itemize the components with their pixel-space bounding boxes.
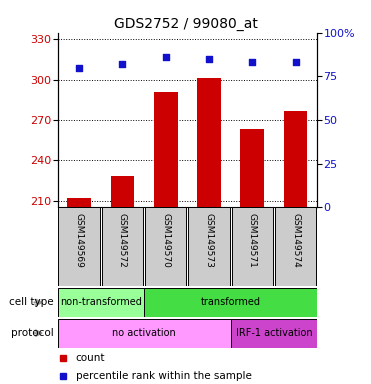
Bar — [240, 129, 264, 207]
Text: GSM149570: GSM149570 — [161, 213, 170, 268]
Bar — [275, 207, 316, 286]
Bar — [144, 288, 317, 317]
Text: GDS2752 / 99080_at: GDS2752 / 99080_at — [114, 17, 257, 31]
Text: transformed: transformed — [201, 297, 261, 308]
Point — [249, 59, 255, 65]
Bar — [232, 207, 273, 286]
Bar — [58, 319, 231, 348]
Bar — [67, 198, 91, 207]
Bar — [58, 288, 144, 317]
Text: GSM149574: GSM149574 — [291, 213, 300, 268]
Text: non-transformed: non-transformed — [60, 297, 142, 308]
Point — [119, 61, 125, 67]
Text: cell type: cell type — [9, 297, 54, 308]
Text: GSM149573: GSM149573 — [204, 213, 213, 268]
Text: no activation: no activation — [112, 328, 176, 338]
Text: IRF-1 activation: IRF-1 activation — [236, 328, 312, 338]
Bar — [284, 111, 308, 207]
Text: GSM149572: GSM149572 — [118, 213, 127, 268]
Point — [163, 54, 169, 60]
Bar — [231, 319, 317, 348]
Point — [206, 56, 212, 62]
Text: percentile rank within the sample: percentile rank within the sample — [76, 371, 252, 381]
Point — [76, 65, 82, 71]
Bar — [154, 92, 178, 207]
Bar — [102, 207, 143, 286]
Bar — [111, 177, 134, 207]
Bar — [145, 207, 187, 286]
Bar — [197, 78, 221, 207]
Text: protocol: protocol — [11, 328, 54, 338]
Bar — [58, 207, 100, 286]
Text: GSM149571: GSM149571 — [248, 213, 257, 268]
Point — [293, 59, 299, 65]
Text: count: count — [76, 353, 105, 362]
Bar — [188, 207, 230, 286]
Text: GSM149569: GSM149569 — [75, 213, 83, 268]
